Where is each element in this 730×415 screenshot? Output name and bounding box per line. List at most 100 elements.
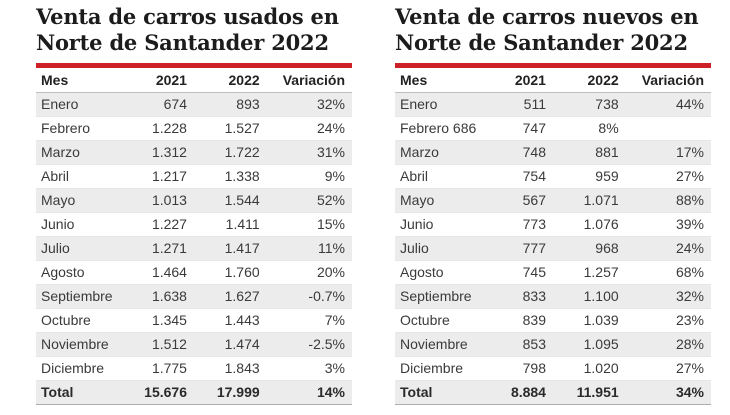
table-cell: 34% — [625, 380, 711, 405]
table-cell: 1.627 — [193, 284, 267, 309]
table-cell: 893 — [193, 92, 267, 117]
table-cell — [625, 116, 711, 141]
column-header-2022: 2022 — [552, 70, 626, 93]
table-cell: Noviembre — [36, 332, 131, 357]
table-cell: 1.760 — [193, 260, 267, 285]
header-row: Mes 2021 2022 Variación — [395, 70, 711, 93]
table-cell: 853 — [489, 332, 553, 357]
table-cell: 959 — [552, 164, 626, 189]
table-cell: 745 — [489, 260, 553, 285]
table-cell: 1.100 — [552, 284, 626, 309]
table-row: Febrero 686 747 8% — [395, 116, 711, 141]
total-row: Total 15.676 17.999 14% — [36, 380, 352, 405]
table-cell: 833 — [489, 284, 553, 309]
new-cars-panel: Venta de carros nuevos en Norte de Santa… — [395, 4, 711, 415]
table-cell: 32% — [625, 284, 711, 309]
table-row: Octubre 1.345 1.443 7% — [36, 308, 352, 333]
table-cell: 1.544 — [193, 188, 267, 213]
table-cell: Septiembre — [395, 284, 490, 309]
table-cell: 1.227 — [130, 212, 194, 237]
table-cell: Marzo — [395, 140, 490, 165]
total-row: Total 8.884 11.951 34% — [395, 380, 711, 405]
table-cell: 1.345 — [130, 308, 194, 333]
table-row: Agosto 745 1.257 68% — [395, 260, 711, 285]
table-cell: 1.020 — [552, 356, 626, 381]
table-cell: 20% — [266, 260, 352, 285]
table-cell: Junio — [395, 212, 490, 237]
table-cell: Septiembre — [36, 284, 131, 309]
table-cell: 1.638 — [130, 284, 194, 309]
column-header-2022: 2022 — [193, 70, 267, 93]
table-cell: 881 — [552, 140, 626, 165]
table-row: Noviembre 853 1.095 28% — [395, 332, 711, 357]
table-cell: Mayo — [395, 188, 490, 213]
table-row: Abril 754 959 27% — [395, 164, 711, 189]
table-cell: Enero — [36, 92, 131, 117]
column-header-variaci-n: Variación — [266, 70, 352, 93]
table-cell: Junio — [36, 212, 131, 237]
table-cell: 32% — [266, 92, 352, 117]
table-cell: Noviembre — [395, 332, 490, 357]
table-cell: Enero — [395, 92, 490, 117]
table-cell: Julio — [395, 236, 490, 261]
table-cell: 748 — [489, 140, 553, 165]
table-cell: Agosto — [395, 260, 490, 285]
title-line: Venta de carros usados en — [36, 4, 339, 29]
table-cell: 31% — [266, 140, 352, 165]
table-row: Junio 1.227 1.411 15% — [36, 212, 352, 237]
table-cell: 1.338 — [193, 164, 267, 189]
table-cell: -2.5% — [266, 332, 352, 357]
title-line: Norte de Santander 2022 — [36, 30, 329, 55]
accent-bar — [36, 63, 352, 68]
table-cell: 14% — [266, 380, 352, 405]
table-cell: 44% — [625, 92, 711, 117]
table-cell: Abril — [36, 164, 131, 189]
table-cell: 1.071 — [552, 188, 626, 213]
table-cell: 1.217 — [130, 164, 194, 189]
table-cell: 39% — [625, 212, 711, 237]
table-cell: 1.228 — [130, 116, 194, 141]
table-cell: 777 — [489, 236, 553, 261]
used-cars-panel: Venta de carros usados en Norte de Santa… — [36, 4, 352, 415]
table-cell: 1.076 — [552, 212, 626, 237]
table-cell: 1.474 — [193, 332, 267, 357]
table-cell: 567 — [489, 188, 553, 213]
table-cell: 968 — [552, 236, 626, 261]
table-cell: 17% — [625, 140, 711, 165]
table-cell: 88% — [625, 188, 711, 213]
table-cell: 27% — [625, 164, 711, 189]
table-row: Febrero 1.228 1.527 24% — [36, 116, 352, 141]
table-cell: -0.7% — [266, 284, 352, 309]
table-cell: 15% — [266, 212, 352, 237]
table-row: Julio 1.271 1.417 11% — [36, 236, 352, 261]
table-cell: 1.464 — [130, 260, 194, 285]
header-row: Mes 2021 2022 Variación — [36, 70, 352, 93]
table-cell: Agosto — [36, 260, 131, 285]
new-cars-title: Venta de carros nuevos en Norte de Santa… — [395, 4, 711, 56]
table-cell: 28% — [625, 332, 711, 357]
table-cell: 773 — [489, 212, 553, 237]
table-cell: Total — [36, 380, 131, 405]
table-cell: 24% — [625, 236, 711, 261]
table-cell: Diciembre — [36, 356, 131, 381]
table-row: Diciembre 1.775 1.843 3% — [36, 356, 352, 381]
table-cell: 798 — [489, 356, 553, 381]
table-row: Enero 511 738 44% — [395, 92, 711, 117]
table-cell: 68% — [625, 260, 711, 285]
table-cell: 1.722 — [193, 140, 267, 165]
table-cell: 11% — [266, 236, 352, 261]
table-row: Septiembre 1.638 1.627 -0.7% — [36, 284, 352, 309]
used-cars-title: Venta de carros usados en Norte de Santa… — [36, 4, 352, 56]
table-cell: 1.775 — [130, 356, 194, 381]
table-cell: Mayo — [36, 188, 131, 213]
used-cars-table: Mes 2021 2022 Variación Enero 674 893 32% Febre… — [36, 70, 352, 405]
column-header-variaci-n: Variación — [625, 70, 711, 93]
table-cell: Julio — [36, 236, 131, 261]
table-row: Octubre 839 1.039 23% — [395, 308, 711, 333]
table-row: Abril 1.217 1.338 9% — [36, 164, 352, 189]
table-cell: Marzo — [36, 140, 131, 165]
table-cell: 747 — [489, 116, 553, 141]
table-cell: 23% — [625, 308, 711, 333]
column-header-mes: Mes — [395, 70, 490, 93]
